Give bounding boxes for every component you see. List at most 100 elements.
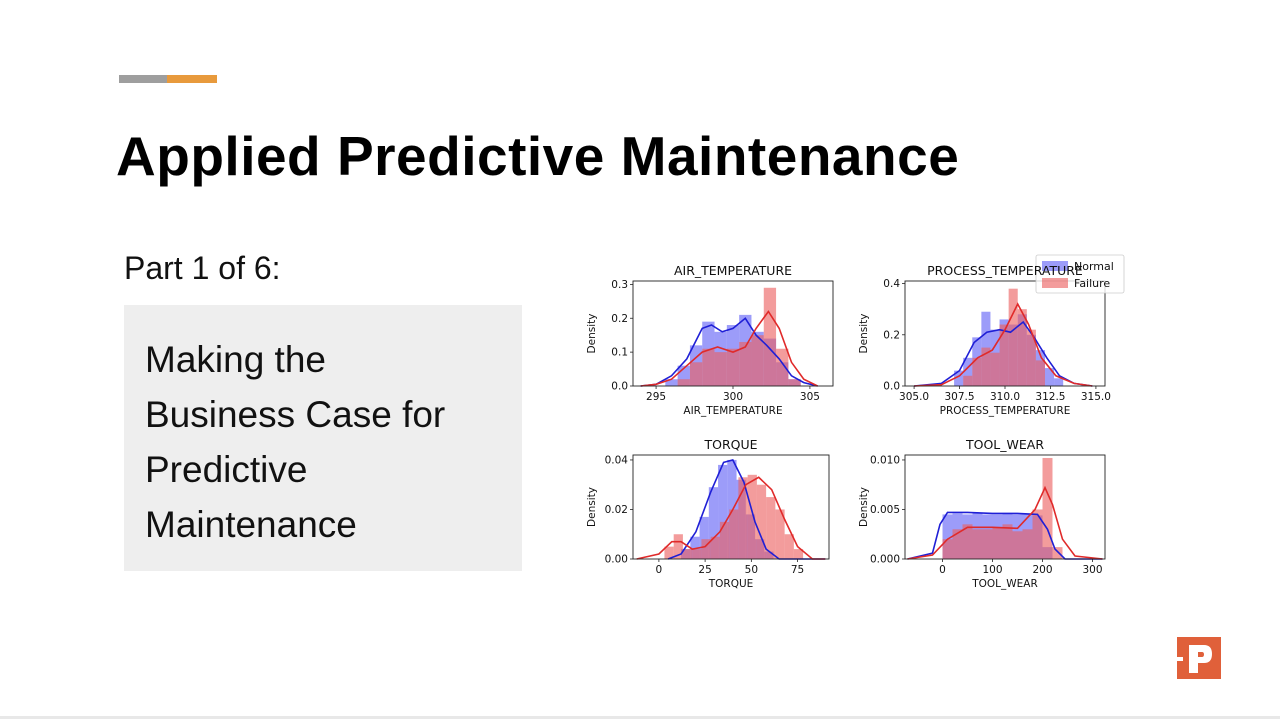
- accent-bar-gray-segment: [119, 75, 167, 83]
- histogram-bar: [1032, 509, 1043, 559]
- callout-text: Making the Business Case for Predictive …: [145, 332, 515, 552]
- x-tick-label: 295: [646, 391, 666, 403]
- x-tick-label: 200: [1032, 564, 1052, 576]
- histogram-bar: [702, 348, 715, 386]
- chart-panel: [902, 254, 1125, 389]
- callout-line: Making the: [145, 339, 326, 380]
- histogram-bar: [699, 516, 709, 559]
- x-tick-label: 305: [800, 391, 820, 403]
- legend-label: Normal: [1074, 260, 1114, 273]
- histogram-bar: [1008, 288, 1018, 386]
- histogram-bar: [677, 379, 690, 386]
- histogram-bar: [751, 335, 764, 386]
- y-tick-label: 0.4: [883, 278, 900, 290]
- kde-line: [667, 459, 826, 560]
- histogram-bar: [682, 549, 693, 559]
- histogram-bar: [710, 536, 720, 559]
- kde-line: [907, 485, 1103, 560]
- histogram-bar: [963, 357, 973, 386]
- callout-line: Business Case for: [145, 394, 446, 435]
- legend-swatch: [1042, 278, 1068, 288]
- histogram-bar: [942, 539, 953, 559]
- histogram-bar: [708, 487, 719, 559]
- y-axis-label: Density: [858, 314, 870, 354]
- callout-line: Predictive: [145, 449, 308, 490]
- y-tick-label: 0.010: [870, 454, 900, 466]
- part-label: Part 1 of 6:: [124, 250, 281, 286]
- callout-line: Maintenance: [145, 504, 357, 545]
- y-tick-label: 0.02: [605, 504, 628, 516]
- x-tick-label: 0: [656, 564, 663, 576]
- histogram-bar: [664, 546, 674, 559]
- x-axis-label: TORQUE: [708, 578, 754, 590]
- y-axis-label: Density: [586, 314, 598, 354]
- histogram-bar: [982, 529, 993, 559]
- histogram-bar: [673, 534, 683, 559]
- x-tick-label: 75: [791, 564, 804, 576]
- x-axis-label: AIR_TEMPERATURE: [683, 405, 782, 417]
- callout-box: Making the Business Case for Predictive …: [124, 305, 522, 571]
- histogram-bar: [972, 529, 983, 559]
- histogram-bar: [726, 348, 740, 386]
- histogram-bar: [962, 524, 973, 559]
- legend-label: Failure: [1074, 277, 1110, 290]
- legend-swatch: [1042, 261, 1068, 271]
- y-axis-label: Density: [858, 487, 870, 527]
- y-tick-label: 0.1: [611, 347, 628, 359]
- y-tick-label: 0.04: [605, 454, 629, 466]
- histogram-bar: [729, 509, 739, 559]
- histogram-bar: [788, 379, 801, 386]
- histogram-bar: [981, 347, 991, 386]
- accent-bar-orange-segment: [167, 75, 217, 83]
- histogram-bar: [747, 474, 757, 559]
- histogram-bar: [952, 529, 963, 559]
- histogram-bar: [756, 484, 767, 559]
- histogram-bar: [665, 379, 678, 386]
- histogram-bar: [972, 357, 982, 386]
- x-tick-label: 0: [939, 564, 946, 576]
- x-tick-label: 50: [745, 564, 758, 576]
- histogram-bar: [1045, 368, 1055, 386]
- kde-line: [914, 302, 1093, 387]
- histogram-bar: [776, 348, 789, 386]
- histogram-bar: [1002, 524, 1013, 559]
- chart-panel: [630, 454, 830, 562]
- histogram-bar: [689, 362, 703, 386]
- distribution-charts-figure: 295 300 305 0.0 0.1 0.2 0.3 AIR_TEMPERATURE AIR_…: [586, 254, 1125, 590]
- x-tick-label: 315.0: [1081, 391, 1111, 403]
- chart-title: TOOL_WEAR: [965, 437, 1044, 452]
- histogram-bar: [793, 549, 804, 559]
- y-tick-label: 0.0: [883, 381, 900, 393]
- histogram-bar: [963, 375, 973, 386]
- axes-frame: [632, 454, 830, 560]
- kde-line: [907, 511, 1103, 560]
- kde-line: [640, 317, 818, 387]
- histogram-bar: [763, 287, 777, 386]
- accent-bar: [119, 75, 217, 83]
- histogram-bar: [1026, 329, 1036, 386]
- histogram-bar: [999, 324, 1009, 386]
- kde-line: [640, 310, 818, 387]
- y-tick-label: 0.0: [611, 381, 628, 393]
- histogram-bar: [718, 464, 728, 559]
- slide-title: Applied Predictive Maintenance: [116, 125, 960, 187]
- y-axis-label: Density: [586, 487, 598, 527]
- histogram-bar: [1042, 457, 1053, 559]
- presentation-p-logo-icon: [1177, 637, 1221, 679]
- histogram-bar: [1052, 547, 1063, 559]
- x-tick-label: 312.5: [1035, 391, 1065, 403]
- x-tick-label: 310.0: [990, 391, 1020, 403]
- kde-line: [636, 476, 826, 560]
- bottom-rule: [0, 716, 1280, 719]
- histogram-bar: [942, 514, 953, 559]
- y-tick-label: 0.2: [611, 313, 628, 325]
- x-tick-label: 307.5: [945, 391, 975, 403]
- histogram-bar: [990, 352, 1000, 386]
- x-tick-label: 100: [982, 564, 1002, 576]
- y-tick-label: 0.000: [870, 554, 900, 566]
- y-tick-label: 0.005: [870, 504, 900, 516]
- histogram-bar: [1012, 531, 1023, 559]
- chart-title: AIR_TEMPERATURE: [674, 263, 792, 278]
- histogram-bar: [766, 497, 776, 559]
- chart-panel: [902, 454, 1106, 562]
